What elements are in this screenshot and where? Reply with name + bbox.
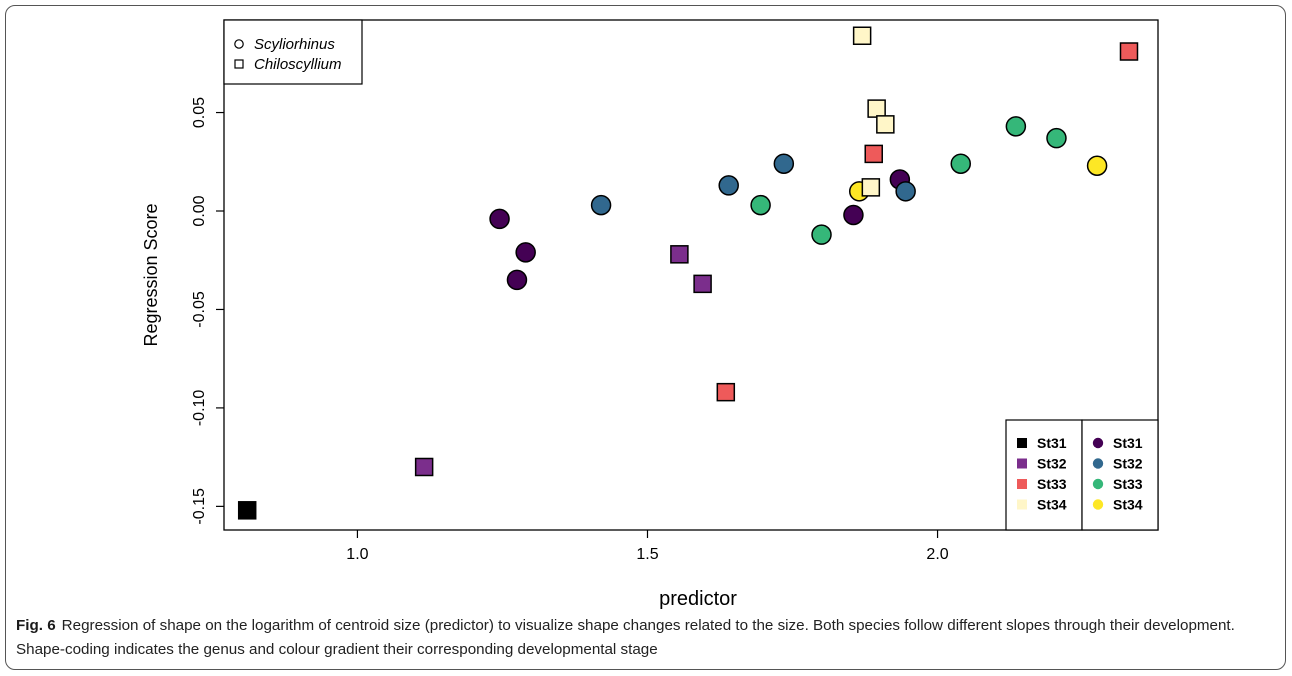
- point-chiloscyllium-st32: [693, 274, 712, 294]
- figure-label: Fig. 6: [16, 617, 56, 634]
- point-scyliorhinus-st31: [515, 242, 536, 263]
- point-scyliorhinus-st33: [750, 194, 771, 216]
- figure-caption: Fig. 6 Regression of shape on the logarit…: [16, 614, 1278, 662]
- point-chiloscyllium-st34: [876, 115, 895, 134]
- point-chiloscyllium-st33: [864, 144, 883, 164]
- legend-label-st34: St34: [1113, 497, 1143, 513]
- point-scyliorhinus-st33: [1046, 127, 1067, 149]
- point-scyliorhinus-st33: [811, 224, 832, 245]
- genus-legend-box: [223, 19, 363, 85]
- stage-legend-items: St31 St32 St33 St34 St31 St32 St33 St34: [1017, 435, 1143, 513]
- point-scyliorhinus-st32: [718, 175, 739, 196]
- plot-area-border: [223, 19, 1159, 531]
- y-tick-label: 0.05: [191, 97, 208, 128]
- point-chiloscyllium-st32: [414, 457, 434, 477]
- point-chiloscyllium-st32: [670, 245, 689, 264]
- genus-legend: Scyliorhinus Chiloscyllium: [223, 19, 363, 85]
- point-scyliorhinus-st31: [506, 269, 528, 291]
- legend-label-st33: St33: [1037, 476, 1067, 492]
- x-axis-title: predictor: [659, 588, 737, 610]
- genus-legend-label-chiloscyllium: Chiloscyllium: [254, 56, 342, 73]
- point-chiloscyllium-st31: [237, 501, 257, 520]
- data-points: [237, 26, 1139, 520]
- point-scyliorhinus-st31: [843, 204, 864, 226]
- legend-label-st33: St33: [1113, 476, 1143, 492]
- legend-label-st34: St34: [1037, 497, 1067, 513]
- point-chiloscyllium-st33: [1119, 42, 1139, 61]
- legend-label-st32: St32: [1037, 456, 1067, 472]
- legend-square-st34: [1017, 499, 1027, 510]
- y-tick-label: 0.00: [191, 195, 208, 226]
- point-scyliorhinus-st33: [1005, 116, 1027, 137]
- x-tick-label: 1.5: [636, 546, 658, 563]
- legend-circle-st32: [1092, 458, 1104, 469]
- point-scyliorhinus-st32: [773, 153, 795, 174]
- legend-label-st31: St31: [1037, 435, 1067, 451]
- legend-label-st32: St32: [1113, 456, 1143, 472]
- figure-frame: [5, 5, 1286, 670]
- stage-legend: St31 St32 St33 St34 St31 St32 St33 St34: [1005, 419, 1159, 531]
- figure-caption-text: Regression of shape on the logarithm of …: [16, 617, 1235, 658]
- axes: 1.0 1.5 2.0 -0.15 -0.10 -0.05 0.00 0.05: [191, 97, 949, 563]
- point-scyliorhinus-st32: [590, 194, 612, 216]
- y-tick-label: -0.05: [191, 291, 208, 328]
- legend-circle-st31: [1092, 437, 1104, 449]
- point-chiloscyllium-st34: [867, 99, 886, 118]
- circle-shape-icon: [234, 39, 244, 49]
- legend-square-st33: [1017, 479, 1027, 489]
- point-scyliorhinus-st32: [895, 181, 916, 202]
- stage-legend-box-circles: [1081, 419, 1159, 531]
- legend-square-st31: [1017, 438, 1027, 448]
- point-chiloscyllium-st34: [852, 26, 872, 46]
- y-axis-title: Regression Score: [141, 203, 161, 346]
- point-scyliorhinus-st31: [489, 208, 510, 230]
- legend-label-st31: St31: [1113, 435, 1143, 451]
- legend-circle-st34: [1092, 499, 1104, 510]
- point-chiloscyllium-st34: [861, 178, 881, 197]
- x-tick-label: 2.0: [926, 546, 948, 563]
- point-scyliorhinus-st33: [950, 153, 972, 174]
- legend-square-st32: [1017, 458, 1027, 469]
- genus-legend-label-scyliorhinus: Scyliorhinus: [254, 36, 335, 53]
- y-tick-label: -0.10: [191, 390, 208, 427]
- point-chiloscyllium-st33: [716, 382, 736, 402]
- square-shape-icon: [234, 59, 244, 69]
- point-scyliorhinus-st34: [1086, 155, 1108, 176]
- legend-circle-st33: [1092, 478, 1104, 490]
- y-tick-label: -0.15: [191, 488, 208, 525]
- x-tick-label: 1.0: [346, 546, 368, 563]
